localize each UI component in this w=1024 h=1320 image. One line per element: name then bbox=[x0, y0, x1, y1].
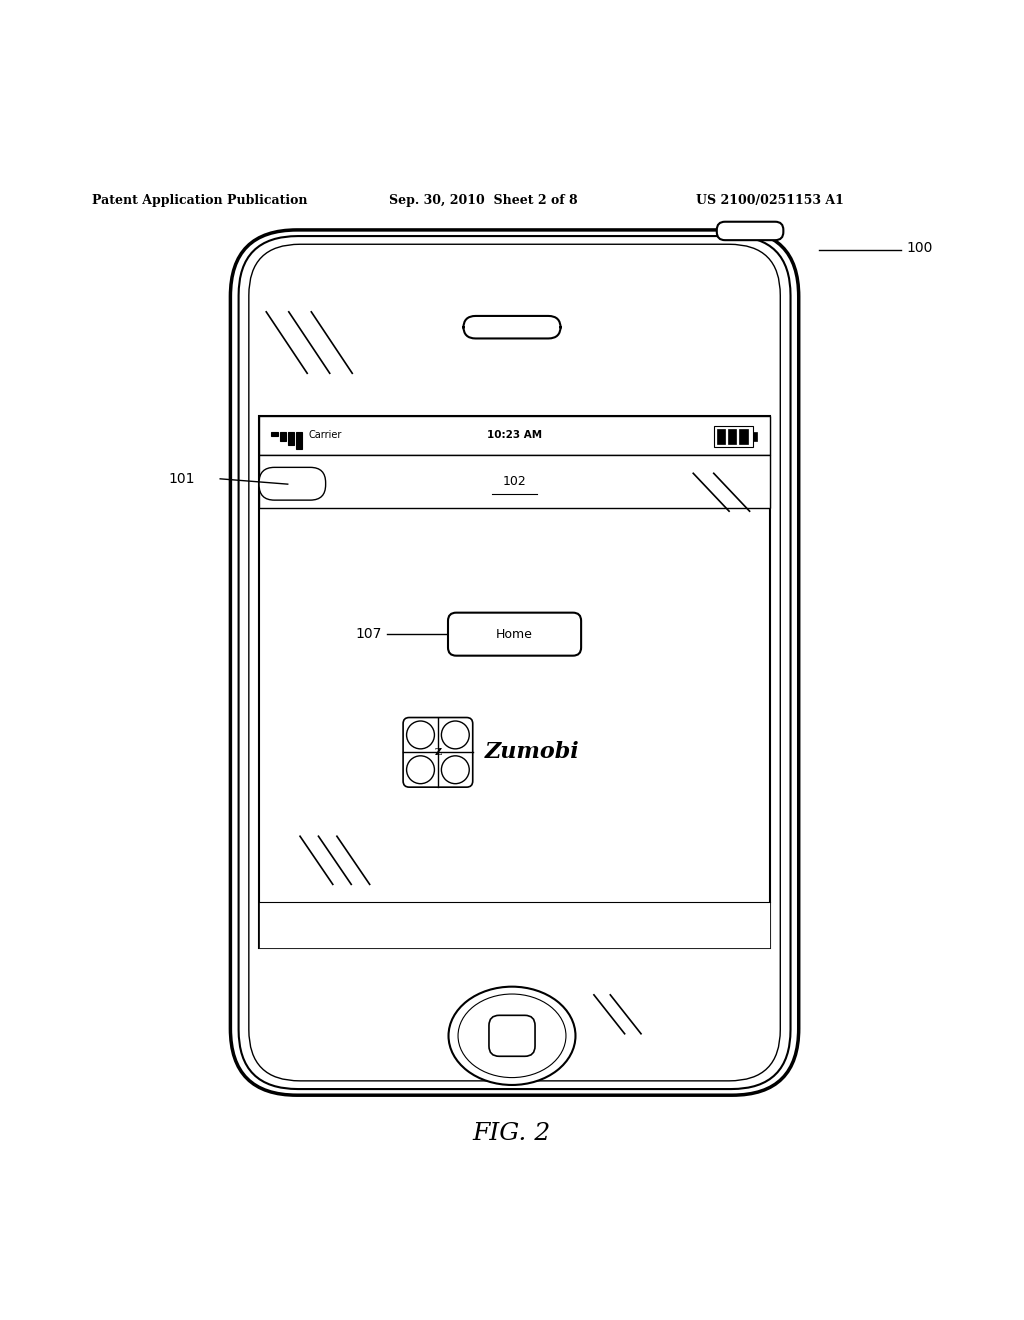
Text: 101: 101 bbox=[168, 471, 195, 486]
Bar bbox=[728, 429, 736, 444]
Bar bbox=[259, 416, 770, 455]
Circle shape bbox=[407, 721, 434, 748]
Bar bbox=[296, 433, 302, 449]
Text: Zumobi: Zumobi bbox=[485, 742, 580, 763]
Circle shape bbox=[407, 756, 434, 784]
FancyBboxPatch shape bbox=[403, 718, 473, 787]
Text: 102: 102 bbox=[503, 475, 526, 488]
Bar bbox=[714, 426, 753, 446]
Bar bbox=[717, 429, 725, 444]
Bar bbox=[259, 902, 770, 948]
Ellipse shape bbox=[458, 994, 566, 1077]
FancyBboxPatch shape bbox=[489, 1015, 535, 1056]
Text: FIG. 2: FIG. 2 bbox=[473, 1122, 551, 1144]
Text: Patent Application Publication: Patent Application Publication bbox=[92, 194, 307, 207]
Text: Z: Z bbox=[434, 748, 441, 756]
Bar bbox=[288, 433, 294, 445]
FancyBboxPatch shape bbox=[717, 222, 783, 240]
Circle shape bbox=[441, 721, 469, 748]
Bar bbox=[259, 455, 770, 508]
FancyBboxPatch shape bbox=[463, 315, 561, 338]
Text: Carrier: Carrier bbox=[308, 430, 342, 441]
Bar bbox=[739, 429, 748, 444]
Bar bbox=[271, 433, 278, 437]
FancyBboxPatch shape bbox=[449, 612, 582, 656]
Text: Home: Home bbox=[496, 628, 534, 640]
Bar bbox=[753, 433, 757, 441]
Text: 100: 100 bbox=[906, 242, 933, 255]
Circle shape bbox=[441, 756, 469, 784]
Text: Sep. 30, 2010  Sheet 2 of 8: Sep. 30, 2010 Sheet 2 of 8 bbox=[389, 194, 578, 207]
Text: 10:23 AM: 10:23 AM bbox=[487, 430, 542, 441]
FancyBboxPatch shape bbox=[259, 467, 326, 500]
Text: US 2100/0251153 A1: US 2100/0251153 A1 bbox=[696, 194, 844, 207]
Bar bbox=[280, 433, 286, 441]
Ellipse shape bbox=[449, 986, 575, 1085]
Bar bbox=[259, 416, 770, 948]
FancyBboxPatch shape bbox=[230, 230, 799, 1096]
Text: 107: 107 bbox=[355, 627, 382, 642]
